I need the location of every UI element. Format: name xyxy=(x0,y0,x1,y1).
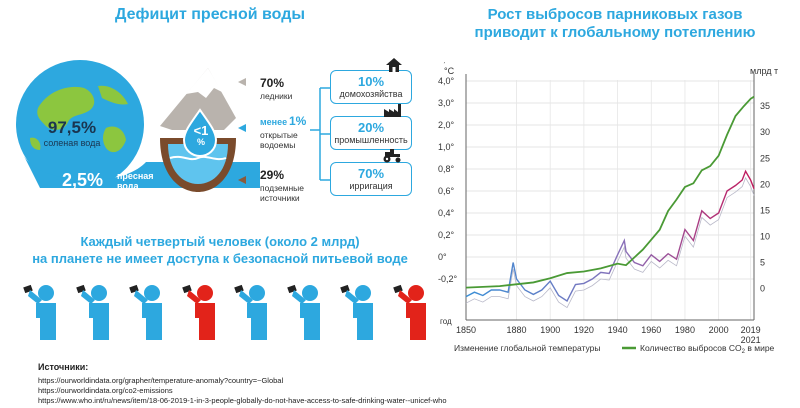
legend-label-co2: Количество выбросов CO2 в мире xyxy=(640,343,775,355)
irrigation-pct: 70% xyxy=(357,166,385,181)
x-tick-label: 1980 xyxy=(675,325,695,335)
climate-chart: -0,2° 0° 0,2° 0,4° 0,6° 0,8° 1,0° 2,0° 3,0° 4,0° 5… xyxy=(436,62,778,355)
fresh-water-label-1: пресная xyxy=(117,171,154,181)
y-right-tick-label: 25 xyxy=(760,153,770,163)
y-left-tick-label: 2,0° xyxy=(438,120,455,130)
industry-label: промышленность xyxy=(334,135,408,145)
person-drinking-icon xyxy=(393,284,426,340)
y-right-tick-label: 15 xyxy=(760,205,770,215)
x-tick-label: 1940 xyxy=(608,325,628,335)
x-tick-label: 1880 xyxy=(507,325,527,335)
person-drinking-icon xyxy=(234,284,268,340)
y-left-tick-label: 5,0° xyxy=(438,62,455,64)
y-left-tick-label: 0,2° xyxy=(438,230,455,240)
x-tick-label: 2000 xyxy=(709,325,729,335)
right-title-1: Рост выбросов парниковых газов xyxy=(487,6,743,23)
x-tick-label: 1960 xyxy=(641,325,661,335)
person-drinking-icon xyxy=(76,284,109,340)
ground-water-label-2: источники xyxy=(260,193,300,203)
water-drop-icon xyxy=(182,108,218,158)
x-tick-label: 1920 xyxy=(574,325,594,335)
open-water-pct: 1% xyxy=(289,114,307,128)
usage-box-households: 10% домохозяйства xyxy=(330,70,412,104)
y-left-tick-label: 0,6° xyxy=(438,186,455,196)
ground-water-label-1: подземные xyxy=(260,183,305,193)
people-row xyxy=(20,284,430,340)
person-drinking-icon xyxy=(181,284,215,340)
glaciers-pct: 70% xyxy=(260,76,285,90)
y-right-tick-label: 5 xyxy=(760,258,765,268)
salt-water-label: соленая вода xyxy=(43,138,101,148)
y-right-tick-label: 10 xyxy=(760,232,770,242)
person-drinking-icon xyxy=(340,284,374,340)
co2-series-line xyxy=(465,95,755,289)
y-left-unit: °С xyxy=(444,66,455,76)
drop-pct: <1 xyxy=(193,123,209,138)
salt-water-pct: 97,5% xyxy=(47,118,97,137)
x-tick-label: 1850 xyxy=(456,325,476,335)
temperature-series-line xyxy=(465,169,755,303)
y-right-unit: млрд т xyxy=(750,66,778,76)
usage-box-irrigation: 70% ирригация xyxy=(330,162,412,196)
open-water-prefix: менее xyxy=(260,117,288,127)
glaciers-label: ледники xyxy=(260,91,293,101)
source-link-3[interactable]: https://www.who.int/ru/news/item/18-06-2… xyxy=(38,396,447,405)
water-infographic xyxy=(16,60,260,192)
access-subtitle-1: Каждый четвертый человек (около 2 млрд) xyxy=(80,234,360,249)
house-icon xyxy=(386,58,402,72)
temperature-series-band xyxy=(465,176,755,309)
y-left-tick-label: 4,0° xyxy=(438,76,455,86)
glacier-icon xyxy=(160,68,236,130)
x-tick-label-extra: 2021 xyxy=(741,335,761,345)
person-drinking-icon xyxy=(128,284,162,340)
y-left-tick-label: 3,0° xyxy=(438,98,455,108)
source-link-2[interactable]: https://ourworldindata.org/co2-emissions xyxy=(38,386,173,395)
y-left-tick-label: -0,2° xyxy=(438,274,458,284)
usage-connector xyxy=(310,87,330,181)
legend-label-temperature: Изменение глобальной температуры xyxy=(454,343,601,353)
y-right-tick-label: 0 xyxy=(760,284,765,294)
y-right-tick-label: 30 xyxy=(760,127,770,137)
fresh-water-pct: 2,5% xyxy=(62,170,104,190)
person-drinking-icon xyxy=(23,284,56,340)
y-right-tick-label: 20 xyxy=(760,179,770,189)
drop-pct-sign: % xyxy=(196,137,205,147)
tractor-icon xyxy=(383,149,401,163)
x-axis-label: год xyxy=(440,317,452,326)
y-left-tick-label: 1,0° xyxy=(438,142,455,152)
x-tick-label: 1900 xyxy=(540,325,560,335)
y-left-tick-label: 0,8° xyxy=(438,164,455,174)
open-water-label-2: водоемы xyxy=(260,140,296,150)
irrigation-label: ирригация xyxy=(349,181,393,191)
fresh-water-label-2: вода xyxy=(117,181,139,191)
y-left-tick-label: 0° xyxy=(438,252,447,262)
industry-pct: 20% xyxy=(357,120,385,135)
left-title: Дефицит пресной воды xyxy=(114,6,306,23)
ground-water-pct: 29% xyxy=(260,168,285,182)
usage-box-industry: 20% промышленность xyxy=(330,116,412,150)
x-tick-label: 2019 xyxy=(741,325,761,335)
households-label: домохозяйства xyxy=(339,89,403,99)
open-water-label-1: открытые xyxy=(260,130,298,140)
y-right-tick-label: 35 xyxy=(760,101,770,111)
households-pct: 10% xyxy=(357,74,385,89)
access-subtitle-2: на планете не имеет доступа к безопасной… xyxy=(32,251,408,266)
y-left-tick-label: 0,4° xyxy=(438,208,455,218)
source-link-1[interactable]: https://ourworldindata.org/grapher/tempe… xyxy=(38,376,284,385)
sources-heading: Источники: xyxy=(38,362,89,372)
factory-icon xyxy=(384,104,401,117)
person-drinking-icon xyxy=(287,284,321,340)
right-title-2: приводит к глобальному потеплению xyxy=(474,24,756,41)
